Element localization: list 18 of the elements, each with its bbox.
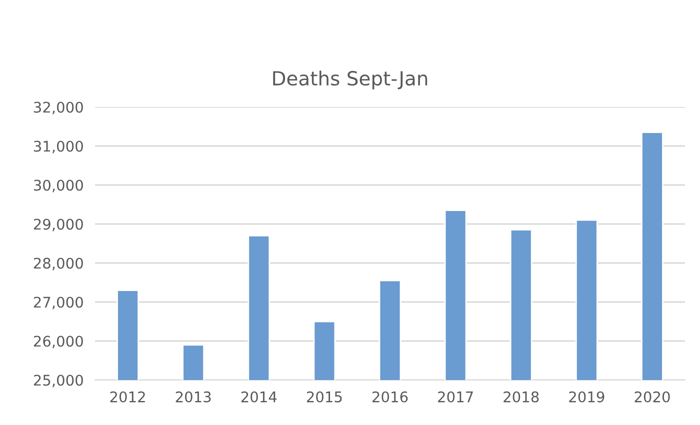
y-tick-label: 27,000 bbox=[34, 296, 83, 310]
y-tick-label: 28,000 bbox=[34, 258, 83, 270]
x-tick-label: 2016 bbox=[372, 391, 408, 402]
y-tick-label: 32,000 bbox=[34, 102, 83, 114]
x-tick-label: 2020 bbox=[634, 391, 670, 402]
x-tick-label: 2013 bbox=[176, 391, 211, 402]
x-tick-label: 2017 bbox=[438, 391, 473, 402]
y-tick-label: 29,000 bbox=[34, 218, 83, 232]
y-tick-label: 26,000 bbox=[34, 336, 83, 348]
x-tick-label: 2015 bbox=[306, 391, 342, 402]
x-tick-label: 2019 bbox=[569, 391, 604, 402]
x-tick-label: 2018 bbox=[504, 391, 539, 402]
x-tick-label: 2012 bbox=[110, 391, 145, 402]
y-tick-label: 31,000 bbox=[34, 140, 83, 154]
chart-title: Deaths Sept-Jan bbox=[273, 70, 428, 90]
y-tick-label: 30,000 bbox=[34, 180, 83, 192]
y-tick-label: 25,000 bbox=[34, 374, 83, 388]
x-tick-label: 2014 bbox=[241, 391, 277, 402]
